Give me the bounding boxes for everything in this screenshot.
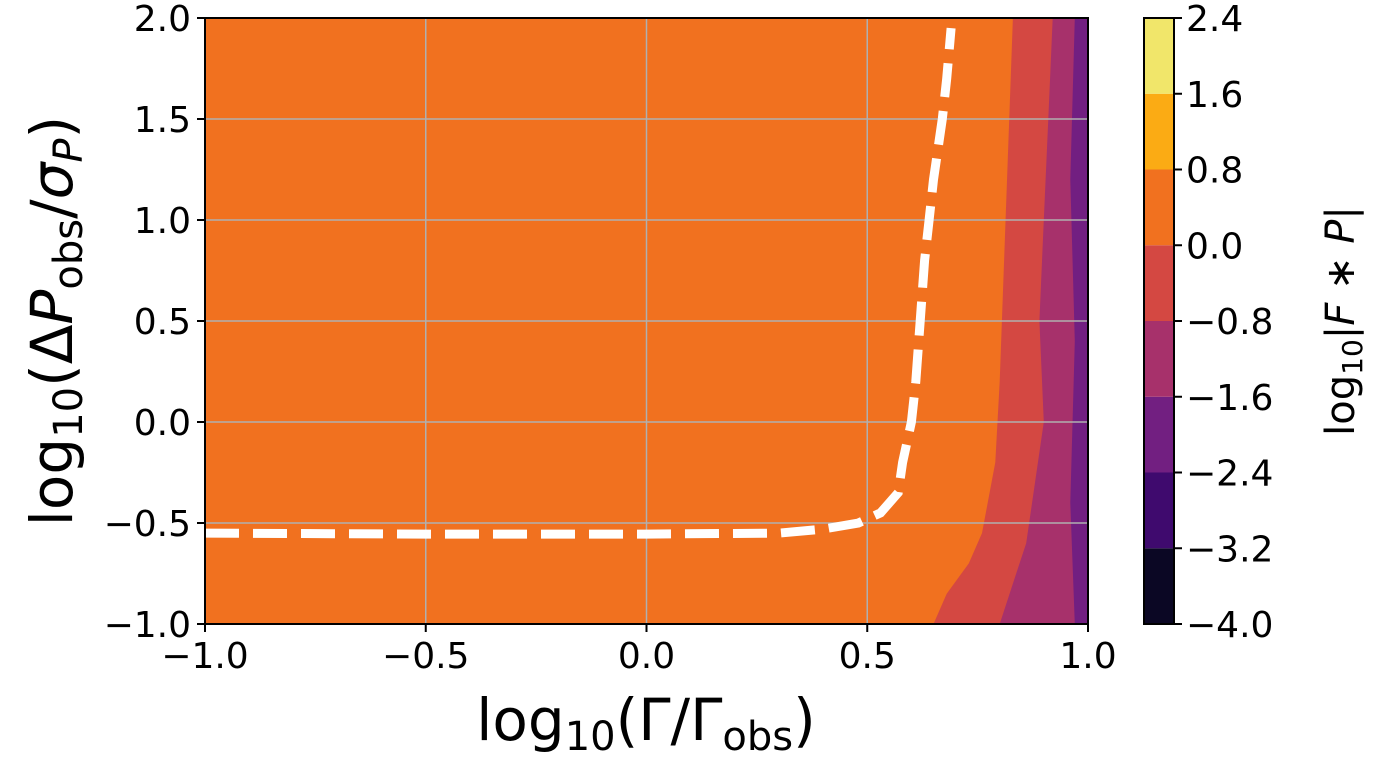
x-tick-label-3: 0.5	[839, 636, 896, 677]
colorbar-label: log10|F ∗ P|	[1318, 206, 1369, 436]
x-tick-label-4: 1.0	[1059, 636, 1116, 677]
x-axis-label: log10(Γ/Γobs)	[476, 686, 815, 759]
colorbar-tick-label-4: −0.8	[1186, 302, 1273, 343]
grid-lines	[205, 18, 1088, 624]
colorbar-tick-label-8: 2.4	[1186, 0, 1243, 40]
y-axis-label: log10(ΔPobs/σP)	[18, 116, 92, 526]
colorbar-tick-label-1: −3.2	[1186, 529, 1273, 570]
colorbar-swatch-3	[1144, 321, 1174, 397]
x-axis-ticks: −1.0 −0.5 0.0 0.5 1.0	[161, 624, 1117, 677]
dashed-line-path	[205, 27, 956, 539]
y-tick-label-1: −0.5	[104, 504, 191, 545]
y-tick-label-0: −1.0	[104, 605, 191, 646]
colorbar-ticks: −4.0 −3.2 −2.4 −1.6 −0.8 0.0 0.8 1.6 2.4	[1174, 0, 1273, 646]
y-axis-ticks: −1.0 −0.5 0.0 0.5 1.0 1.5 2.0	[104, 0, 205, 646]
colorbar-tick-label-3: −1.6	[1186, 378, 1273, 419]
dashed-threshold-line	[205, 27, 956, 539]
x-tick-label-0: −1.0	[161, 636, 248, 677]
colorbar-swatch-7	[1144, 18, 1174, 94]
y-tick-label-2: 0.0	[134, 403, 191, 444]
colorbar-tick-label-6: 0.8	[1186, 151, 1243, 192]
colorbar-tick-label-0: −4.0	[1186, 605, 1273, 646]
x-tick-label-2: 0.0	[618, 636, 675, 677]
colorbar-swatch-1	[1144, 472, 1174, 549]
colorbar-swatch-4	[1144, 245, 1174, 321]
y-tick-label-4: 1.0	[134, 201, 191, 242]
y-tick-label-5: 1.5	[134, 100, 191, 141]
colorbar	[1144, 18, 1174, 624]
colorbar-tick-label-2: −2.4	[1186, 454, 1273, 495]
colorbar-swatch-2	[1144, 396, 1174, 473]
y-tick-label-3: 0.5	[134, 302, 191, 343]
y-tick-label-6: 2.0	[134, 0, 191, 40]
colorbar-swatch-6	[1144, 93, 1174, 170]
colorbar-tick-label-7: 1.6	[1186, 75, 1243, 116]
colorbar-swatch-0	[1144, 548, 1174, 624]
colorbar-tick-label-5: 0.0	[1186, 226, 1243, 267]
x-tick-label-1: −0.5	[382, 636, 469, 677]
colorbar-swatch-5	[1144, 169, 1174, 246]
